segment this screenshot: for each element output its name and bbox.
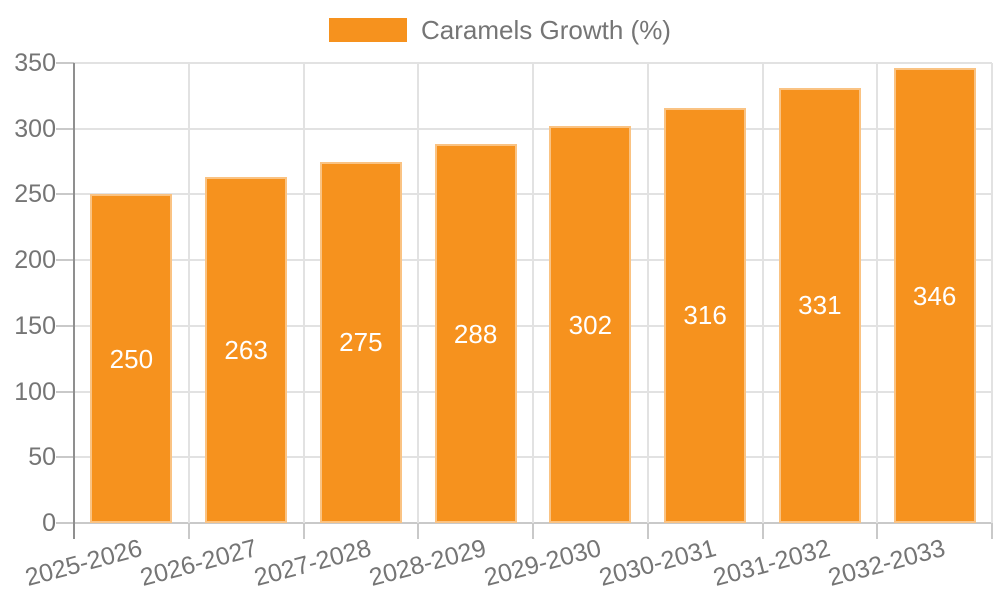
y-axis-tick: [56, 390, 74, 393]
gridline-vertical: [991, 63, 993, 523]
bar[interactable]: [90, 194, 173, 523]
legend-label: Caramels Growth (%): [421, 15, 671, 45]
gridline-vertical: [417, 63, 420, 523]
x-axis-tick-label: 2027-2028: [251, 533, 375, 592]
x-axis-tick-label: 2031-2032: [710, 533, 834, 592]
y-axis-tick-label: 350: [14, 49, 56, 77]
bar[interactable]: [319, 161, 402, 523]
y-axis-tick: [56, 324, 74, 327]
bar[interactable]: [434, 144, 517, 523]
x-axis-tick-label: 2032-2033: [825, 533, 949, 592]
gridline-vertical: [187, 63, 190, 523]
x-axis-tick: [532, 523, 534, 539]
legend-item[interactable]: Caramels Growth (%): [0, 15, 1000, 45]
x-axis-tick: [187, 523, 190, 539]
gridline-vertical: [302, 63, 305, 523]
gridline-vertical: [761, 63, 764, 523]
legend-swatch-icon: [329, 18, 408, 42]
x-axis-tick-label: 2029-2030: [481, 533, 604, 592]
y-axis-tick-label: 200: [14, 246, 56, 275]
gridline-vertical: [646, 63, 649, 523]
x-axis-tick: [761, 523, 764, 539]
y-axis-tick-label: 50: [28, 443, 56, 472]
y-axis-tick-label: 150: [14, 311, 56, 340]
x-axis-tick-label: 2026-2027: [136, 533, 260, 592]
y-axis-tick: [56, 522, 74, 524]
x-axis-tick-label: 2028-2029: [366, 533, 490, 592]
bar[interactable]: [549, 126, 632, 523]
x-axis-tick: [876, 523, 879, 539]
bar[interactable]: [778, 87, 861, 523]
y-axis-tick: [56, 456, 74, 459]
x-axis-tick-label: 2025-2026: [22, 533, 145, 592]
x-axis-tick-label: 2030-2031: [595, 533, 719, 592]
x-axis-tick: [302, 523, 305, 539]
bar[interactable]: [664, 107, 747, 523]
x-axis-tick: [991, 523, 993, 539]
y-axis-tick-label: 250: [14, 180, 56, 209]
x-axis-tick: [646, 523, 649, 539]
gridline-vertical: [876, 63, 879, 523]
y-axis-tick-label: 300: [14, 114, 56, 143]
gridline-vertical: [532, 63, 534, 523]
y-axis-tick: [56, 259, 74, 262]
y-axis-tick-label: 0: [42, 509, 56, 537]
x-axis-tick: [417, 523, 420, 539]
y-axis-tick: [56, 62, 74, 64]
bar[interactable]: [893, 68, 976, 523]
y-axis-line: [73, 63, 75, 539]
y-axis-tick: [56, 193, 74, 196]
y-axis-tick-label: 100: [14, 377, 56, 406]
y-axis-tick: [56, 127, 74, 130]
bar[interactable]: [205, 177, 288, 523]
